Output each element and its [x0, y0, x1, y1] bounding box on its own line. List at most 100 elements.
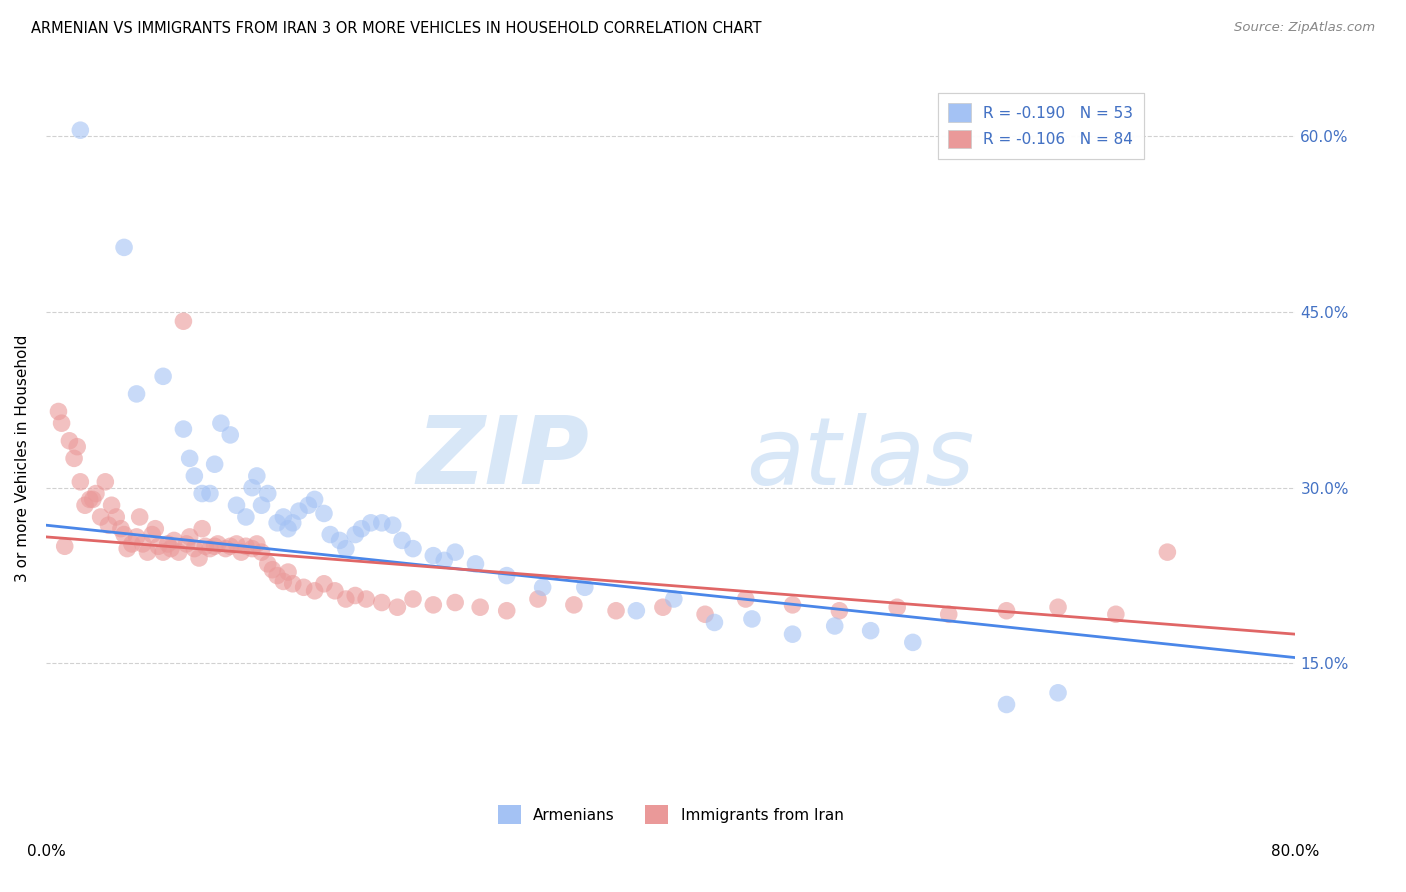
Point — [69, 475, 91, 489]
Point — [782, 627, 804, 641]
Point — [277, 522, 299, 536]
Point — [79, 492, 101, 507]
Point — [90, 510, 112, 524]
Text: ARMENIAN VS IMMIGRANTS FROM IRAN 3 OR MORE VEHICLES IN HOUSEHOLD CORRELATION CHA: ARMENIAN VS IMMIGRANTS FROM IRAN 3 OR MO… — [31, 21, 762, 37]
Point — [204, 457, 226, 471]
Point — [191, 486, 214, 500]
Point — [121, 537, 143, 551]
Point — [354, 592, 377, 607]
Point — [143, 522, 166, 536]
Point — [371, 595, 394, 609]
Point — [58, 434, 80, 448]
Point — [381, 518, 404, 533]
Point — [344, 589, 367, 603]
Point — [207, 537, 229, 551]
Point — [531, 580, 554, 594]
Point — [63, 451, 86, 466]
Point — [240, 481, 263, 495]
Point — [470, 600, 492, 615]
Point — [48, 404, 70, 418]
Point — [183, 469, 205, 483]
Point — [319, 527, 342, 541]
Point — [433, 553, 456, 567]
Point — [112, 527, 135, 541]
Point — [240, 541, 263, 556]
Point — [304, 583, 326, 598]
Point — [219, 539, 242, 553]
Point — [371, 516, 394, 530]
Point — [444, 595, 467, 609]
Point — [402, 592, 425, 607]
Point — [183, 541, 205, 556]
Point — [344, 527, 367, 541]
Text: Source: ZipAtlas.com: Source: ZipAtlas.com — [1234, 21, 1375, 35]
Point — [273, 510, 295, 524]
Point — [938, 607, 960, 622]
Point — [574, 580, 596, 594]
Point — [1156, 545, 1178, 559]
Point — [172, 422, 194, 436]
Point — [235, 510, 257, 524]
Point — [156, 537, 179, 551]
Point — [402, 541, 425, 556]
Point — [387, 600, 409, 615]
Point — [235, 539, 257, 553]
Point — [112, 240, 135, 254]
Point — [297, 498, 319, 512]
Point — [246, 469, 269, 483]
Point — [886, 600, 908, 615]
Point — [662, 592, 685, 607]
Point — [901, 635, 924, 649]
Point — [172, 314, 194, 328]
Point — [188, 551, 211, 566]
Point — [250, 498, 273, 512]
Text: atlas: atlas — [745, 413, 974, 504]
Point — [444, 545, 467, 559]
Point — [132, 537, 155, 551]
Point — [304, 492, 326, 507]
Point — [73, 498, 96, 512]
Point — [128, 510, 150, 524]
Point — [53, 539, 76, 553]
Point — [262, 563, 284, 577]
Point — [335, 541, 357, 556]
Point — [256, 486, 278, 500]
Point — [495, 568, 517, 582]
Point — [527, 592, 550, 607]
Point — [495, 604, 517, 618]
Point — [288, 504, 311, 518]
Point — [225, 498, 247, 512]
Legend: R = -0.190   N = 53, R = -0.106   N = 84: R = -0.190 N = 53, R = -0.106 N = 84 — [938, 93, 1144, 159]
Point — [273, 574, 295, 589]
Point — [266, 568, 288, 582]
Point — [191, 522, 214, 536]
Y-axis label: 3 or more Vehicles in Household: 3 or more Vehicles in Household — [15, 334, 30, 582]
Point — [995, 698, 1018, 712]
Point — [824, 619, 846, 633]
Point — [562, 598, 585, 612]
Point — [422, 549, 444, 563]
Point — [110, 522, 132, 536]
Point — [105, 510, 128, 524]
Point — [312, 576, 335, 591]
Point — [281, 576, 304, 591]
Point — [1047, 686, 1070, 700]
Point — [160, 541, 183, 556]
Point — [246, 537, 269, 551]
Point — [194, 539, 217, 553]
Point — [734, 592, 756, 607]
Point — [115, 541, 138, 556]
Point — [281, 516, 304, 530]
Point — [97, 518, 120, 533]
Point — [350, 522, 373, 536]
Point — [391, 533, 413, 548]
Point — [94, 475, 117, 489]
Point — [225, 537, 247, 551]
Point — [125, 530, 148, 544]
Point — [703, 615, 725, 630]
Point — [626, 604, 648, 618]
Point — [1047, 600, 1070, 615]
Point — [198, 541, 221, 556]
Point — [256, 557, 278, 571]
Point — [605, 604, 627, 618]
